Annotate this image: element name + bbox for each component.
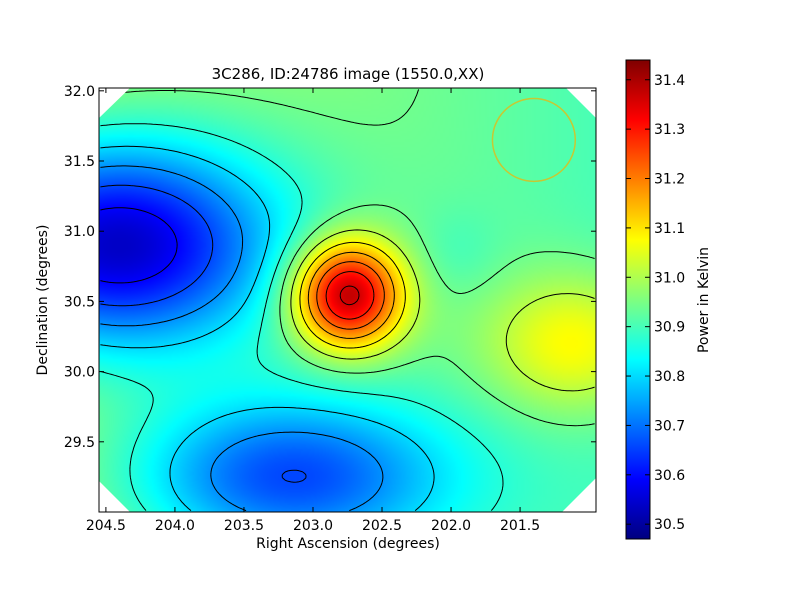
contour-line	[316, 261, 385, 330]
x-tick-label: 202.0	[431, 518, 471, 534]
contour-line	[325, 271, 375, 320]
y-tick-label: 32.0	[64, 84, 95, 100]
contour-line	[100, 207, 178, 284]
heatmap-image	[99, 88, 596, 512]
colorbar-body	[626, 60, 650, 539]
colorbar: 30.5 30.6 30.7 30.8 30.9 31.0 31.1 31.2 31.3 31.4…	[625, 59, 712, 540]
y-tick-label: 31.0	[64, 224, 95, 240]
colorbar-tick-label: 30.6	[654, 468, 685, 484]
x-tick-label: 204.5	[86, 518, 126, 534]
contour-line	[100, 145, 435, 511]
y-tick-label: 30.5	[64, 294, 95, 310]
x-axis-ticks: 204.5 204.0 203.5 203.0 202.5 202.0 201.5	[86, 88, 540, 534]
colorbar-tick-label: 31.1	[654, 221, 685, 237]
y-axis-ticks: 29.5 30.0 30.5 31.0 31.5 32.0	[64, 84, 596, 451]
y-tick-label: 30.0	[64, 365, 95, 381]
y-tick-label: 29.5	[64, 435, 95, 451]
chart-title: 3C286, ID:24786 image (1550.0,XX)	[212, 65, 485, 83]
beam-circle	[491, 97, 577, 183]
colorbar-tick-label: 30.5	[654, 517, 685, 533]
x-tick-label: 202.5	[362, 518, 402, 534]
colorbar-frame	[625, 59, 651, 540]
colorbar-ticks: 30.5 30.6 30.7 30.8 30.9 31.0 31.1 31.2 31.3 31.4	[626, 73, 685, 533]
contour-line	[339, 285, 360, 306]
colorbar-tick-label: 31.2	[654, 172, 685, 188]
contour-line	[100, 165, 384, 512]
colorbar-label: Power in Kelvin	[696, 247, 712, 353]
contour-line	[290, 229, 595, 392]
colorbar-tick-label: 31.4	[654, 73, 685, 89]
contour-line	[307, 251, 395, 339]
contour-lines	[100, 89, 595, 512]
contour-line	[100, 184, 307, 483]
y-axis-label: Declination (degrees)	[35, 225, 51, 376]
colorbar-tick-label: 30.7	[654, 418, 685, 434]
plot-frame	[98, 87, 597, 513]
plot-area: 204.5 204.0 203.5 203.0 202.5 202.0 201.5 29.5…	[64, 84, 597, 534]
x-axis-label: Right Ascension (degrees)	[256, 536, 440, 552]
colorbar-tick-label: 31.0	[654, 270, 685, 286]
contour-line	[100, 89, 595, 427]
x-tick-label: 201.5	[500, 518, 540, 534]
contour-line	[299, 241, 406, 349]
colorbar-tick-label: 31.3	[654, 122, 685, 138]
contour-line	[100, 123, 504, 511]
colorbar-tick-label: 30.8	[654, 369, 685, 385]
y-tick-label: 31.5	[64, 154, 95, 170]
x-tick-label: 204.0	[155, 518, 195, 534]
colorbar-tick-label: 30.9	[654, 320, 685, 336]
x-tick-label: 203.5	[224, 518, 264, 534]
x-tick-label: 203.0	[293, 518, 333, 534]
